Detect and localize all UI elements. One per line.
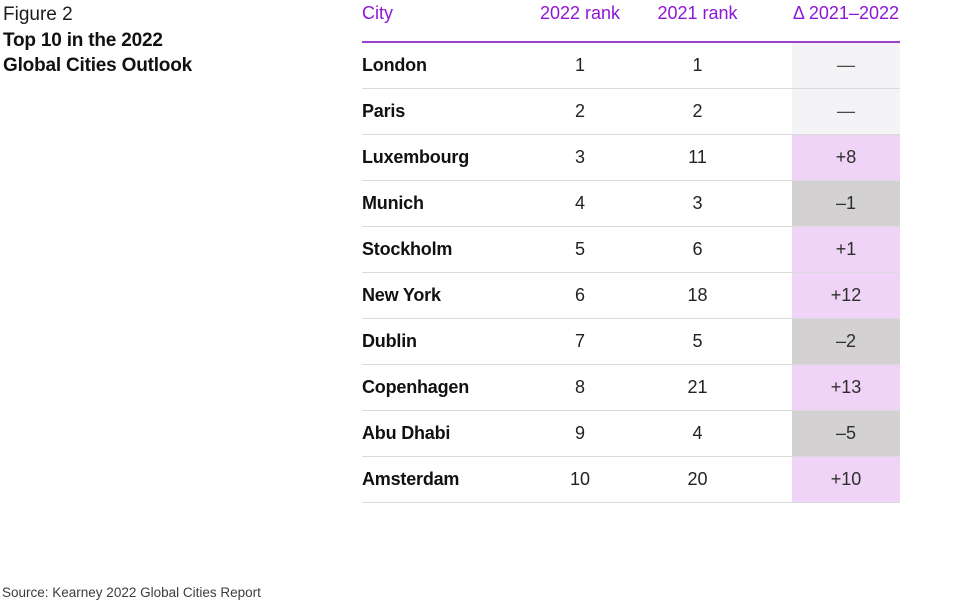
rank-2021: 5 (692, 331, 703, 351)
column-header-city: City (362, 3, 393, 23)
table-header-row: City 2022 rank 2021 rank Δ 2021–2022 (362, 0, 900, 43)
rank-2022: 2 (574, 101, 585, 121)
rank-2021: 11 (688, 147, 707, 167)
delta-value: +8 (792, 135, 900, 180)
rank-2022: 3 (574, 147, 585, 167)
delta-value: +13 (792, 365, 900, 410)
column-spacer (755, 89, 792, 134)
delta-value: –5 (792, 411, 900, 456)
column-spacer (755, 181, 792, 226)
rank-2021: 20 (687, 469, 708, 489)
column-spacer (755, 365, 792, 410)
figure-title-line-2: Global Cities Outlook (3, 55, 192, 76)
column-spacer (755, 319, 792, 364)
column-spacer (755, 43, 792, 88)
table-row: Amsterdam 10 20 +10 (362, 457, 900, 503)
column-header-2022-rank: 2022 rank (539, 3, 621, 23)
delta-value: — (792, 43, 900, 88)
city-name: Abu Dhabi (362, 423, 451, 443)
figure-label: Figure 2 (3, 4, 73, 25)
city-name: Luxembourg (362, 147, 470, 167)
rank-2022: 5 (574, 239, 585, 259)
city-name: Stockholm (362, 239, 453, 259)
delta-value: –1 (792, 181, 900, 226)
rank-2022: 4 (574, 193, 585, 213)
rank-2022: 6 (574, 285, 585, 305)
delta-value: — (792, 89, 900, 134)
figure-title-line-1: Top 10 in the 2022 (3, 30, 163, 51)
rank-2022: 1 (574, 55, 585, 75)
column-spacer (755, 411, 792, 456)
delta-value: +12 (792, 273, 900, 318)
rank-2022: 9 (574, 423, 585, 443)
rank-2022: 8 (574, 377, 585, 397)
delta-value: –2 (792, 319, 900, 364)
figure-caption: Figure 2 Top 10 in the 2022 Global Citie… (3, 2, 333, 78)
table-row: Stockholm 5 6 +1 (362, 227, 900, 273)
table-row: Munich 4 3 –1 (362, 181, 900, 227)
table-row: London 1 1 — (362, 43, 900, 89)
city-name: London (362, 55, 427, 75)
column-spacer (755, 273, 792, 318)
rank-2022: 7 (574, 331, 585, 351)
column-spacer (755, 227, 792, 272)
city-name: Paris (362, 101, 406, 121)
rank-2022: 10 (569, 469, 591, 489)
table-row: Paris 2 2 — (362, 89, 900, 135)
delta-value: +10 (792, 457, 900, 502)
column-spacer (755, 457, 792, 502)
table-row: Dublin 7 5 –2 (362, 319, 900, 365)
rank-2021: 2 (692, 101, 703, 121)
source-attribution: Source: Kearney 2022 Global Cities Repor… (2, 585, 261, 600)
column-header-2021-rank: 2021 rank (657, 3, 738, 23)
column-header-delta: Δ 2021–2022 (792, 3, 899, 23)
city-name: Munich (362, 193, 424, 213)
rank-2021: 21 (687, 377, 708, 397)
column-spacer (755, 135, 792, 180)
table-row: New York 6 18 +12 (362, 273, 900, 319)
rank-2021: 6 (692, 239, 703, 259)
global-cities-rank-table: City 2022 rank 2021 rank Δ 2021–2022 Lon… (362, 0, 900, 503)
city-name: Dublin (362, 331, 417, 351)
rank-2021: 1 (692, 55, 703, 75)
city-name: Copenhagen (362, 377, 470, 397)
city-name: Amsterdam (362, 469, 460, 489)
rank-2021: 18 (687, 285, 708, 305)
table-row: Abu Dhabi 9 4 –5 (362, 411, 900, 457)
delta-value: +1 (792, 227, 900, 272)
rank-2021: 3 (692, 193, 703, 213)
table-row: Copenhagen 8 21 +13 (362, 365, 900, 411)
rank-2021: 4 (692, 423, 703, 443)
city-name: New York (362, 285, 441, 305)
table-row: Luxembourg 3 11 +8 (362, 135, 900, 181)
